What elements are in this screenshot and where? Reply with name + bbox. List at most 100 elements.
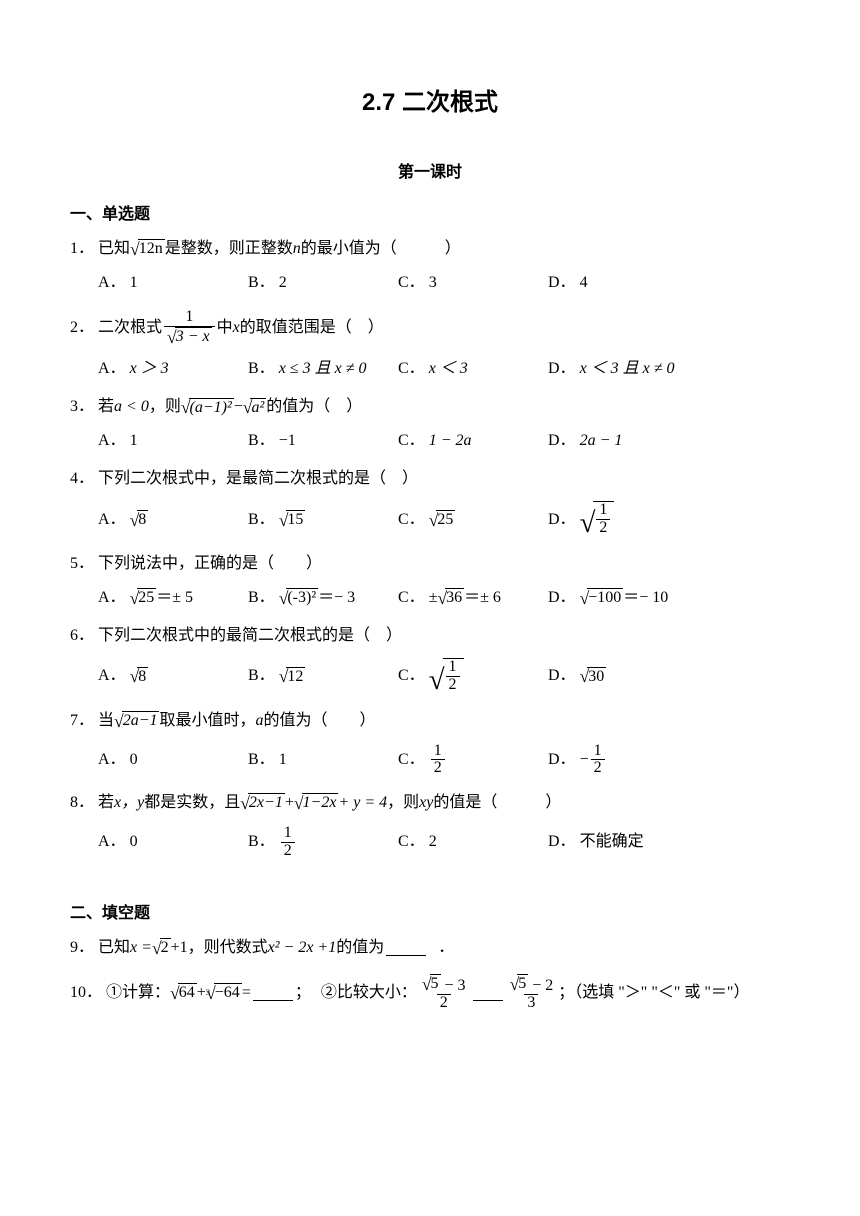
question-9: 9． 已知 x = √2 +1 ，则代数式 x² − 2x +1 的值为 ．: [70, 936, 790, 960]
q8-mid1: 都是实数，且: [144, 791, 240, 815]
q9-expr: x² − 2x +1: [268, 936, 337, 960]
q9-number: 9．: [70, 936, 94, 960]
q6-number: 6．: [70, 624, 94, 648]
question-8: 8． 若 x，y 都是实数，且 √2x−1 + √1−2x + y = 4 ，则…: [70, 791, 790, 860]
question-2: 2． 二次根式 1 √3 − x 中 x 的取值范围是（ ） A．x ＞ 3 B…: [70, 309, 790, 381]
sqrt-icon: √2: [152, 938, 171, 957]
q1-option-c[interactable]: C．3: [398, 271, 548, 295]
q8-plus: +: [285, 791, 294, 815]
q8-mid2: + y = 4: [338, 791, 387, 815]
fill-blank[interactable]: [386, 940, 426, 956]
q3-pre: 若: [98, 395, 114, 419]
q9-period: ．: [438, 936, 454, 960]
sqrt-icon: √2x−1: [240, 793, 285, 812]
q3-post: 的值为（ ）: [266, 395, 362, 419]
q6-option-a[interactable]: A．√8: [98, 664, 248, 688]
page-subtitle: 第一课时: [70, 161, 790, 185]
q2-option-d[interactable]: D．x ＜ 3 且 x ≠ 0: [548, 357, 698, 381]
q1-text-post: 是整数，则正整数: [165, 237, 293, 261]
sqrt-icon: √1−2x: [294, 793, 339, 812]
q5-option-c[interactable]: C．±√36＝± 6: [398, 586, 548, 610]
q7-number: 7．: [70, 709, 94, 733]
q3-mid: ，则: [149, 395, 181, 419]
question-6: 6． 下列二次根式中的最简二次根式的是（ ） A．√8 B．√12 C． √12…: [70, 624, 790, 695]
section-1-heading: 一、单选题: [70, 203, 790, 227]
q7-option-b[interactable]: B．1: [248, 748, 398, 772]
question-1: 1． 已知 √12n 是整数，则正整数 n 的最小值为（ ） A．1 B．2 C…: [70, 237, 790, 295]
q1-option-d[interactable]: D．4: [548, 271, 698, 295]
fill-blank[interactable]: [253, 985, 293, 1001]
q5-number: 5．: [70, 552, 94, 576]
q1-number: 1．: [70, 237, 94, 261]
sqrt-icon: √(a−1)²: [181, 398, 234, 417]
sqrt-icon: √12n: [130, 239, 165, 258]
q10-eq: =: [242, 981, 251, 1005]
fraction: 1 √3 − x: [164, 309, 215, 347]
q4-text: 下列二次根式中，是最简二次根式的是（ ）: [98, 467, 418, 491]
q5-option-b[interactable]: B．√(-3)²＝− 3: [248, 586, 398, 610]
q7-var: a: [256, 709, 264, 733]
question-3: 3． 若 a < 0 ，则 √(a−1)² − √a² 的值为（ ） A．1 B…: [70, 395, 790, 453]
q5-text: 下列说法中，正确的是（ ）: [98, 552, 322, 576]
q3-option-a[interactable]: A．1: [98, 429, 248, 453]
q8-post: 的值是（ ）: [433, 791, 561, 815]
fill-blank[interactable]: [473, 985, 503, 1001]
q9-pre: 已知: [98, 936, 130, 960]
q10-part2-post: ；（选填 "＞" "＜" 或 "＝"）: [558, 981, 749, 1005]
q9-plus: +1: [171, 936, 188, 960]
q6-option-c[interactable]: C． √12: [398, 658, 548, 695]
q7-option-d[interactable]: D．−12: [548, 743, 698, 778]
q3-option-c[interactable]: C．1 − 2a: [398, 429, 548, 453]
q3-cond: a < 0: [114, 395, 149, 419]
q8-vars: x，y: [114, 791, 144, 815]
q8-option-c[interactable]: C．2: [398, 830, 548, 854]
q1-tail: 的最小值为（ ）: [301, 237, 461, 261]
q8-option-d[interactable]: D．不能确定: [548, 830, 698, 854]
q10-part1-pre: ①计算：: [106, 981, 170, 1005]
q1-text-pre: 已知: [98, 237, 130, 261]
q2-text-pre: 二次根式: [98, 316, 162, 340]
q7-option-c[interactable]: C．12: [398, 743, 548, 778]
q6-option-b[interactable]: B．√12: [248, 664, 398, 688]
q10-part2-pre: ②比较大小：: [321, 981, 417, 1005]
q7-mid: 取最小值时，: [159, 709, 255, 733]
q9-lhs: x =: [130, 936, 152, 960]
q3-number: 3．: [70, 395, 94, 419]
q6-option-d[interactable]: D．√30: [548, 664, 698, 688]
q8-number: 8．: [70, 791, 94, 815]
fraction-a: √5 − 3 2: [419, 974, 469, 1012]
sqrt-icon: √64: [170, 983, 197, 1002]
q2-number: 2．: [70, 316, 94, 340]
q4-option-c[interactable]: C．√25: [398, 508, 548, 532]
q10-number: 10．: [70, 981, 102, 1005]
q4-option-b[interactable]: B．√15: [248, 508, 398, 532]
q9-post: 的值为: [336, 936, 384, 960]
q1-option-a[interactable]: A．1: [98, 271, 248, 295]
q5-option-d[interactable]: D．√−100＝− 10: [548, 586, 698, 610]
q4-option-a[interactable]: A．√8: [98, 508, 248, 532]
q5-option-a[interactable]: A．√25＝± 5: [98, 586, 248, 610]
question-10: 10． ①计算： √64 + 3 √−64 = ； ②比较大小： √5 − 3 …: [70, 974, 790, 1012]
sqrt-icon: √a²: [243, 398, 266, 417]
q8-xy: xy: [419, 791, 433, 815]
q8-option-a[interactable]: A．0: [98, 830, 248, 854]
q6-text: 下列二次根式中的最简二次根式的是（ ）: [98, 624, 402, 648]
q10-part1-post: ；: [295, 981, 311, 1005]
section-2-heading: 二、填空题: [70, 902, 790, 926]
q3-option-d[interactable]: D．2a − 1: [548, 429, 698, 453]
q7-option-a[interactable]: A．0: [98, 748, 248, 772]
q1-option-b[interactable]: B．2: [248, 271, 398, 295]
cuberoot-icon: √−64: [206, 983, 242, 1002]
q2-option-c[interactable]: C．x ＜ 3: [398, 357, 548, 381]
q3-option-b[interactable]: B．−1: [248, 429, 398, 453]
q2-option-b[interactable]: B．x ≤ 3 且 x ≠ 0: [248, 357, 398, 381]
q1-var: n: [293, 237, 301, 261]
q2-post: 的取值范围是（ ）: [240, 316, 384, 340]
q7-post: 的值为（ ）: [264, 709, 376, 733]
q4-number: 4．: [70, 467, 94, 491]
q8-option-b[interactable]: B．12: [248, 825, 398, 860]
question-5: 5． 下列说法中，正确的是（ ） A．√25＝± 5 B．√(-3)²＝− 3 …: [70, 552, 790, 610]
page-title: 2.7 二次根式: [70, 85, 790, 121]
q4-option-d[interactable]: D． √12: [548, 501, 698, 538]
q2-option-a[interactable]: A．x ＞ 3: [98, 357, 248, 381]
